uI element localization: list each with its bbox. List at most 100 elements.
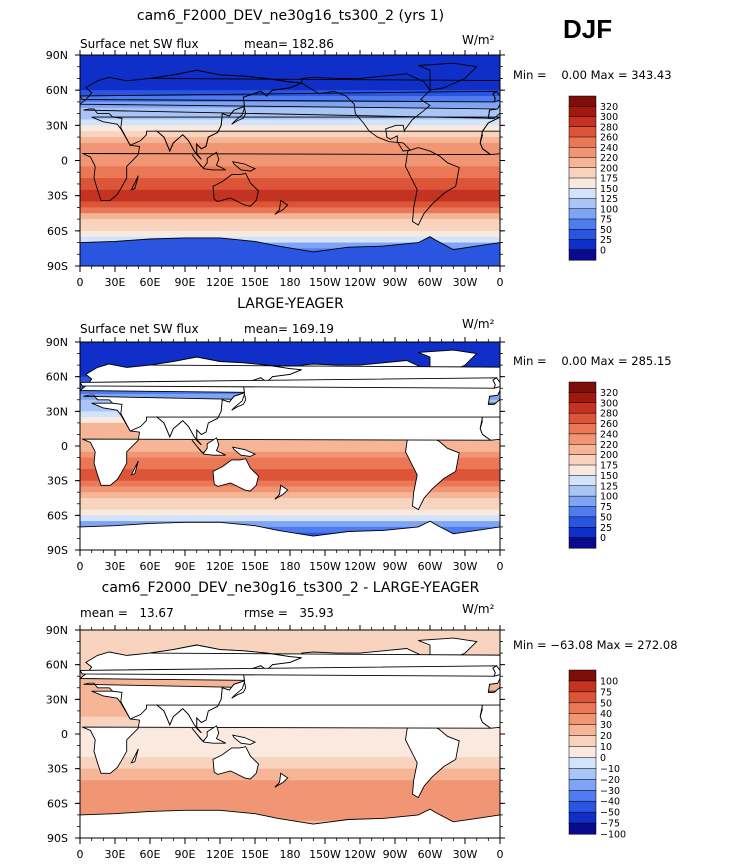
north-america-coastline xyxy=(301,73,431,152)
field-band xyxy=(80,183,500,191)
lon-tick-label: 120E xyxy=(206,848,234,861)
colorbar-swatch xyxy=(568,177,597,189)
new-guinea-coastline xyxy=(231,161,257,172)
field-band xyxy=(80,195,500,203)
lat-tick-label: 30N xyxy=(46,405,68,418)
uk-coastline xyxy=(492,377,500,389)
lat-tick-label: 60S xyxy=(47,225,68,238)
colorbar-label: 175 xyxy=(600,461,618,472)
lon-tick-label: 0 xyxy=(497,276,504,289)
colorbar-swatch xyxy=(568,136,597,148)
field-band xyxy=(80,96,500,103)
lon-tick-label: 30W xyxy=(453,276,478,289)
colorbar-label: 260 xyxy=(600,419,618,430)
lon-tick-label: 60W xyxy=(418,560,443,573)
colorbar-swatch xyxy=(568,702,597,715)
colorbar-swatch xyxy=(568,106,597,118)
panel-1-title: cam6_F2000_DEV_ne30g16_ts300_2 (yrs 1) xyxy=(136,8,445,24)
season-label: DJF xyxy=(563,14,613,44)
field-band xyxy=(80,119,500,126)
lat-tick-label: 30S xyxy=(47,475,68,488)
field-band xyxy=(80,786,500,793)
field-band xyxy=(80,166,500,173)
lat-tick-label: 90N xyxy=(46,624,68,637)
new-zealand-coastline xyxy=(274,199,289,215)
colorbar-swatch xyxy=(568,402,597,414)
panel-3-mean-label: mean = 13.67 xyxy=(80,606,174,620)
colorbar-swatch xyxy=(568,768,597,780)
field-band xyxy=(80,803,500,810)
new-guinea-coastline xyxy=(231,446,257,457)
field-band xyxy=(80,474,500,482)
colorbar-label: 200 xyxy=(600,450,618,461)
colorbar-swatch xyxy=(568,433,597,445)
new-zealand-coastline xyxy=(274,772,289,788)
field-band xyxy=(80,72,500,80)
field-band xyxy=(80,515,500,522)
colorbar-label: 240 xyxy=(600,143,618,154)
antarctica-coastline xyxy=(80,236,500,266)
colorbar-label: −30 xyxy=(600,786,620,797)
map-panel-2: 90N 60N 30N 0 30S 60S 90S 0 30E 60E 90E 120E 150E 180… xyxy=(46,336,505,573)
field-band xyxy=(80,131,500,138)
field-band xyxy=(80,224,500,232)
lon-tick-label: 30W xyxy=(453,848,478,861)
lat-tick-label: 90N xyxy=(46,49,68,62)
new-zealand-coastline xyxy=(274,484,289,500)
colorbar-label: −100 xyxy=(600,830,626,841)
lon-tick-label: 0 xyxy=(77,276,84,289)
colorbar-label: 125 xyxy=(600,481,618,492)
colorbar-swatch xyxy=(568,208,597,220)
colorbar-label: 260 xyxy=(600,133,618,144)
field-band xyxy=(80,125,500,132)
field-band xyxy=(80,160,500,167)
field-band xyxy=(80,107,500,115)
colorbar-label: 100 xyxy=(600,492,618,503)
field-band xyxy=(80,236,500,244)
colorbar-swatch xyxy=(568,412,597,425)
colorbar-swatch xyxy=(568,527,597,539)
field-band xyxy=(80,768,500,776)
field-band xyxy=(80,230,500,238)
panel-2-min-max: Min = 0.00 Max = 285.15 xyxy=(513,354,672,368)
colorbar-label: 50 xyxy=(600,512,612,523)
lon-tick-label: 60W xyxy=(418,276,443,289)
colorbar-swatch xyxy=(568,167,597,179)
colorbar-label: 320 xyxy=(600,102,618,113)
indonesia-coastline xyxy=(191,437,226,456)
colorbar-swatch xyxy=(568,218,597,230)
lat-tick-label: 90S xyxy=(47,260,68,273)
lat-tick-label: 90N xyxy=(46,336,68,349)
colorbar-label: 150 xyxy=(600,471,618,482)
lat-tick-label: 60S xyxy=(47,509,68,522)
lat-tick-label: 60N xyxy=(46,84,68,97)
antarctica-coastline xyxy=(80,520,500,550)
colorbar-swatch xyxy=(568,822,597,835)
colorbar-label: 175 xyxy=(600,174,618,185)
colorbar-swatch xyxy=(568,811,597,824)
australia-coastline xyxy=(212,746,259,780)
panel-2-mean-label: mean= 169.19 xyxy=(244,322,334,336)
lat-tick-label: 60N xyxy=(46,371,68,384)
colorbar-label: −50 xyxy=(600,808,620,819)
lon-tick-label: 90E xyxy=(175,276,196,289)
colorbar-label: 100 xyxy=(600,204,618,215)
field-band xyxy=(80,728,500,735)
field-band xyxy=(80,509,500,516)
lon-tick-label: 180 xyxy=(280,560,301,573)
lat-tick-label: 30S xyxy=(47,763,68,776)
colorbar-swatch xyxy=(568,680,597,693)
field-band xyxy=(80,751,500,758)
colorbar-label: 50 xyxy=(600,225,612,236)
field-band xyxy=(80,359,500,366)
colorbar-label: 320 xyxy=(600,388,618,399)
colorbar-label: 30 xyxy=(600,720,612,731)
colorbar-label: −20 xyxy=(600,775,620,786)
map-panel-1: 90N 60N 30N 0 30S 60S 90S 0 30E 60E 90E 120E 150E 180… xyxy=(46,49,505,289)
field-band xyxy=(80,440,500,447)
field-band xyxy=(80,521,500,528)
lon-tick-label: 120W xyxy=(344,276,376,289)
